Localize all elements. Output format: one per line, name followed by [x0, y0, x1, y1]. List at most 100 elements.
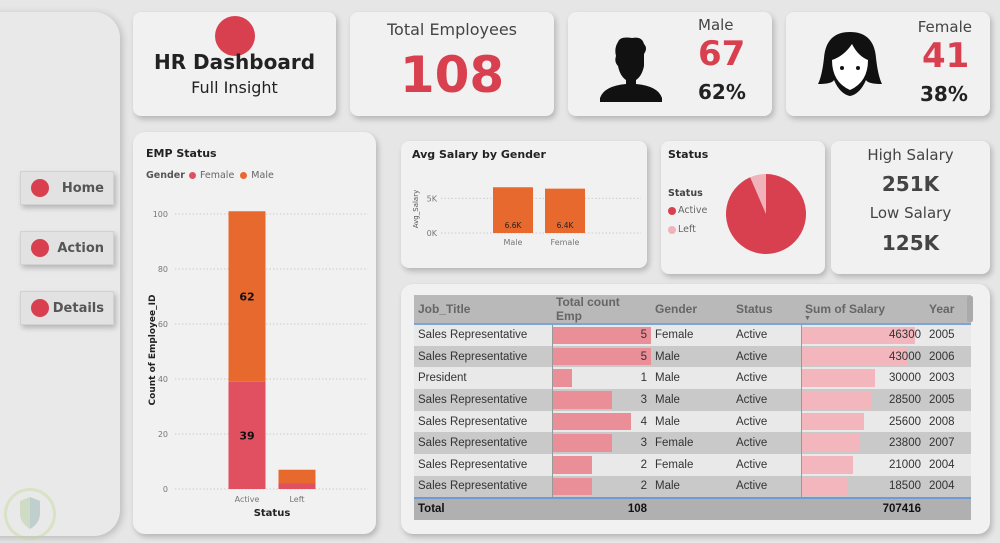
col-sum-salary[interactable]: Sum of Salary ▼ [801, 295, 925, 325]
avg-salary-chart: 0K 5K 6.6K Male 6.4K Female Avg_Salary [412, 187, 641, 247]
emp-status-chart: 0 20 40 60 80 100 39 62 Active Left Status Count of… [148, 210, 368, 519]
active-legend-label: Active [678, 205, 708, 216]
x-tick-label: Left [289, 495, 304, 504]
sort-desc-icon: ▼ [804, 315, 811, 322]
emp-status-card: EMP Status Gender Female Male 0 20 40 60 80 1… [133, 132, 376, 534]
y-tick-label: 80 [158, 265, 168, 274]
avg-salary-title: Avg Salary by Gender [412, 148, 546, 161]
y-tick-label: 20 [158, 430, 168, 439]
high-salary-value: 251K [881, 172, 940, 196]
col-year[interactable]: Year [925, 295, 971, 325]
cell-status: Active [732, 389, 801, 411]
bar-data-label: 6.6K [505, 221, 523, 230]
status-pie-chart [726, 174, 806, 254]
col-job-title[interactable]: Job_Title [414, 295, 552, 325]
cell-count: 2 [551, 454, 651, 476]
legend-female-swatch [188, 172, 196, 179]
count-databar [552, 412, 632, 431]
legend-title: Gender [146, 170, 185, 181]
female-card: Female 41 38% [786, 12, 990, 116]
salary-databar [801, 456, 853, 474]
cell-year: 2006 [925, 345, 971, 368]
total-status-empty [732, 496, 801, 520]
bar-active-female [228, 381, 266, 489]
cell-count: 2 [551, 475, 651, 498]
cell-gender: Female [651, 324, 732, 346]
cell-salary: 25600 [800, 410, 925, 433]
count-value: 2 [640, 458, 647, 471]
table-row[interactable]: Sales Representative 3 Male Active 28500 2005 [414, 389, 971, 411]
cell-status: Active [732, 324, 801, 346]
y-tick-label: 0K [427, 229, 438, 238]
male-card: Male 67 62% [568, 12, 772, 116]
cell-gender: Male [651, 389, 732, 411]
cell-job-title: Sales Representative [414, 324, 552, 346]
nav-action-button[interactable]: Action [20, 231, 114, 265]
y-tick-label: 60 [158, 320, 168, 329]
cell-year: 2003 [925, 367, 971, 390]
cell-salary: 23800 [800, 432, 925, 455]
table-row[interactable]: Sales Representative 5 Female Active 46300 20… [414, 324, 971, 346]
employee-table-card: Job_Title Total count Emp Gender Status … [401, 284, 990, 534]
count-databar [552, 456, 592, 474]
count-databar [552, 391, 612, 409]
cell-year: 2005 [925, 389, 971, 411]
low-salary-label: Low Salary [869, 204, 952, 222]
salary-databar [801, 391, 872, 409]
table-row[interactable]: Sales Representative 4 Male Active 25600 2008 [414, 410, 971, 433]
cell-gender: Male [651, 367, 732, 390]
total-year-empty [925, 496, 971, 520]
cell-job-title: President [414, 367, 552, 390]
low-salary-value: 125K [881, 231, 940, 255]
salary-value: 46300 [889, 329, 921, 342]
count-value: 2 [640, 480, 647, 493]
cell-year: 2008 [925, 410, 971, 433]
count-databar [552, 369, 573, 388]
employee-table: Job_Title Total count Emp Gender Status … [414, 295, 971, 520]
nav-home-button[interactable]: Home [20, 171, 114, 205]
table-row[interactable]: Sales Representative 5 Male Active 43000 2006 [414, 345, 971, 368]
col-total-count[interactable]: Total count Emp [552, 295, 651, 325]
table-scrollbar[interactable] [967, 296, 973, 322]
cell-year: 2004 [925, 454, 971, 476]
x-axis-title: Status [254, 508, 291, 519]
cell-status: Active [732, 367, 801, 390]
cell-salary: 21000 [800, 454, 925, 476]
y-tick-label: 5K [427, 194, 438, 203]
total-salary: 707416 [801, 496, 925, 520]
salary-value: 21000 [889, 458, 921, 471]
count-value: 3 [640, 437, 647, 450]
salary-databar [801, 327, 916, 344]
col-gender[interactable]: Gender [651, 295, 732, 325]
col-sum-salary-label: Sum of Salary [805, 302, 886, 316]
x-tick-label: Active [235, 495, 260, 504]
cell-gender: Female [651, 454, 732, 476]
bar-female [545, 188, 585, 233]
left-legend-label: Left [678, 224, 696, 235]
cell-year: 2005 [925, 324, 971, 346]
cell-job-title: Sales Representative [414, 432, 552, 455]
pie-slice-left [750, 174, 766, 214]
table-row[interactable]: Sales Representative 2 Male Active 18500 2004 [414, 475, 971, 498]
cell-count: 1 [551, 367, 651, 390]
total-employees-label: Total Employees [386, 20, 518, 39]
legend-male-swatch [240, 172, 248, 179]
cell-gender: Male [651, 410, 732, 433]
cell-salary: 28500 [800, 389, 925, 411]
col-status[interactable]: Status [732, 295, 801, 325]
cell-status: Active [732, 345, 801, 368]
cell-job-title: Sales Representative [414, 475, 552, 498]
total-label: Total [414, 496, 552, 520]
count-value: 3 [640, 393, 647, 406]
salary-databar [801, 347, 907, 366]
cell-salary: 30000 [800, 367, 925, 390]
female-count: 41 [922, 36, 970, 76]
status-legend-title: Status [668, 188, 703, 199]
cell-salary: 46300 [800, 324, 925, 346]
status-pie-title: Status [668, 148, 709, 161]
nav-details-button[interactable]: Details [20, 291, 114, 325]
table-row[interactable]: Sales Representative 2 Female Active 21000 20… [414, 454, 971, 476]
table-row[interactable]: President 1 Male Active 30000 2003 [414, 367, 971, 390]
status-pie-card: Status Status Active Left [661, 141, 825, 274]
table-row[interactable]: Sales Representative 3 Female Active 23800 20… [414, 432, 971, 455]
